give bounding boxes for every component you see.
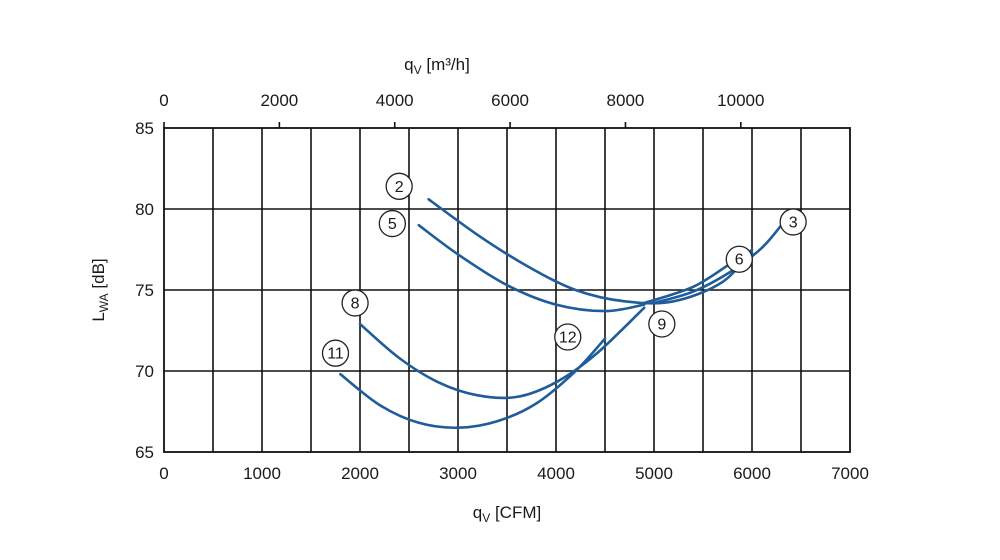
series-line-2 [427,198,754,305]
y-tick-label: 85 [135,119,154,138]
y-tick-label: 80 [135,200,154,219]
curve-label-text: 5 [388,216,397,233]
curve-label-circle [779,208,807,236]
curve-label-text: 6 [735,252,744,269]
tick-labels: 0 1000 2000 3000 4000 5000 6000 700065707580850… [135,91,869,483]
plot-frame [163,127,851,453]
curve-label-circle [725,245,753,273]
top-axis-tick-label: 8000 [607,91,645,110]
top-axis-tick-label: 10000 [717,91,764,110]
y-tick-label: 75 [135,281,154,300]
top-axis-tick-label: 2000 [260,91,298,110]
curve-label-text: 12 [559,329,577,346]
series-line-8 [358,306,646,400]
x-tick-label: 7000 [831,464,869,483]
series-line-3 [652,223,783,305]
curve-label-5: 5 [378,209,406,238]
x-tick-label: 5000 [635,464,673,483]
curve-label-text: 9 [657,317,666,334]
y-tick-label: 65 [135,443,154,462]
curve-label-8: 8 [341,289,369,317]
curve-label-circle [321,339,350,367]
y-axis-title: LWA [dB] [89,258,111,321]
curve-labels: 2 5 6 3 8 11 12 9 [321,172,807,367]
x-tick-label: 4000 [537,464,575,483]
curve-label-text: 11 [327,346,344,363]
x-axis-title: qV [CFM] [473,503,541,525]
curve-label-9: 9 [648,310,676,338]
x-tick-label: 2000 [341,464,379,483]
x-tick-label: 3000 [439,464,477,483]
top-axis-tick-label: 4000 [376,91,414,110]
curve-label-3: 3 [779,208,807,236]
curve-label-circle [385,172,413,200]
curve-label-circle [341,289,369,317]
curve-label-circle [648,310,676,338]
grid [164,128,850,452]
top-axis-tick-label: 0 [159,91,168,110]
top-axis-title: qV [m³/h] [404,55,470,77]
x-tick-label: 1000 [243,464,281,483]
curve-label-11: 11 [321,339,350,367]
curve-label-2: 2 [385,172,413,200]
curve-label-text: 3 [789,214,798,231]
series-line-5 [417,223,646,313]
curve-label-circle [378,209,406,238]
y-tick-label: 70 [135,362,154,381]
series-layer [339,198,783,430]
x-tick-label: 6000 [733,464,771,483]
curve-label-text: 8 [351,295,360,312]
curve-label-text: 2 [395,179,404,196]
curve-label-12: 12 [554,323,582,351]
x-tick-label: 0 [159,464,168,483]
curve-label-circle [554,323,582,351]
series-line-11 [339,337,607,430]
curve-label-6: 6 [725,245,753,273]
top-axis-tick-label: 6000 [491,91,529,110]
